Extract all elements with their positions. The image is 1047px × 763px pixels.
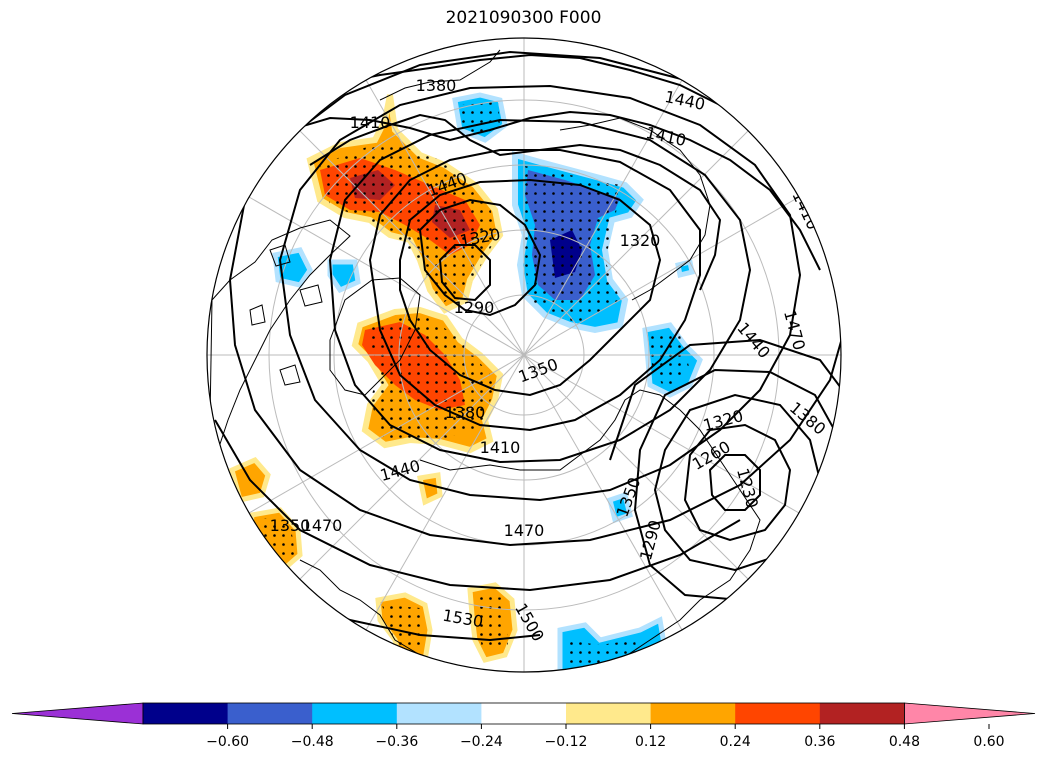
contour-label: 1380	[445, 403, 486, 422]
contour-label: 1380	[416, 76, 457, 95]
colorbar-tick-label: −0.24	[460, 734, 503, 750]
colorbar-segment	[227, 703, 313, 724]
colorbar-segment	[650, 703, 736, 724]
coastline-canadian-archipelago	[249, 244, 323, 386]
contour-label: 1290	[636, 518, 665, 562]
colorbar-segment	[819, 703, 905, 724]
contour-label: 1350	[270, 516, 311, 535]
contour-1410-ring	[328, 118, 752, 464]
colorbar-tick-label: 0.48	[889, 734, 920, 750]
coastline-greenland	[329, 277, 421, 396]
colorbar-tick-label: −0.60	[206, 734, 249, 750]
contour-1350-ring	[399, 178, 662, 397]
contour-label: 1350	[613, 475, 645, 520]
colorbar-segment	[735, 703, 821, 724]
colorbar-tick-label: −0.48	[291, 734, 334, 750]
coastline-north-america	[209, 219, 351, 452]
colorbar-segments	[11, 702, 1036, 725]
contour-label: 1230	[733, 466, 762, 510]
colorbar: −0.60 −0.48 −0.36 −0.24 −0.12 0.12 0.24 0.36 0.4…	[11, 702, 1036, 750]
contour-1290-central	[438, 244, 491, 302]
contour-label: 1350	[516, 355, 561, 387]
contour-label: 1470	[504, 521, 545, 540]
coastline-eurasia	[419, 389, 761, 661]
height-contours	[214, 50, 841, 642]
colorbar-tick-label: −0.12	[545, 734, 588, 750]
contour-1440-ring	[278, 84, 802, 502]
contour-label: 1410	[480, 438, 521, 457]
colorbar-tick-label: 0.60	[973, 734, 1004, 750]
contour-label: 1320	[620, 231, 661, 250]
contour-label: 1470	[302, 516, 343, 535]
colorbar-extend-min	[11, 702, 144, 725]
colorbar-segment	[481, 703, 567, 724]
colorbar-tick-label: 0.36	[804, 734, 835, 750]
contour-label: 1440	[733, 319, 774, 362]
coastline-alaska	[379, 49, 501, 101]
colorbar-tick-label: 0.24	[720, 734, 751, 750]
colorbar-extend-max	[904, 702, 1036, 725]
colorbar-tick-label: −0.36	[375, 734, 418, 750]
colorbar-ticks: −0.60 −0.48 −0.36 −0.24 −0.12 0.12 0.24 0.36 0.4…	[206, 724, 1005, 750]
colorbar-segment	[566, 703, 652, 724]
contour-1320-central	[418, 198, 542, 317]
map-title: 2021090300 F000	[445, 8, 602, 28]
contour-1500-ring	[214, 419, 741, 592]
contour-label: 1410	[644, 123, 688, 150]
contour-low-1260	[683, 423, 792, 542]
contour-label: 1290	[454, 298, 495, 317]
contour-low-1350	[609, 338, 841, 461]
map-boundary	[206, 37, 842, 673]
contour-label: 1410	[350, 113, 391, 132]
colorbar-tick-label: 0.12	[635, 734, 666, 750]
colorbar-frame	[142, 702, 905, 725]
contour-low-1230	[708, 454, 761, 511]
colorbar-segment	[143, 703, 229, 724]
coastline-siberia	[559, 117, 711, 301]
contour-1470-ring	[228, 50, 841, 547]
graticule	[207, 38, 841, 672]
colorbar-segment	[312, 703, 398, 724]
colorbar-segment	[396, 703, 482, 724]
contour-1410-north	[289, 110, 821, 271]
contour-1380-ring	[368, 149, 701, 432]
contour-label: 1320	[701, 406, 745, 435]
